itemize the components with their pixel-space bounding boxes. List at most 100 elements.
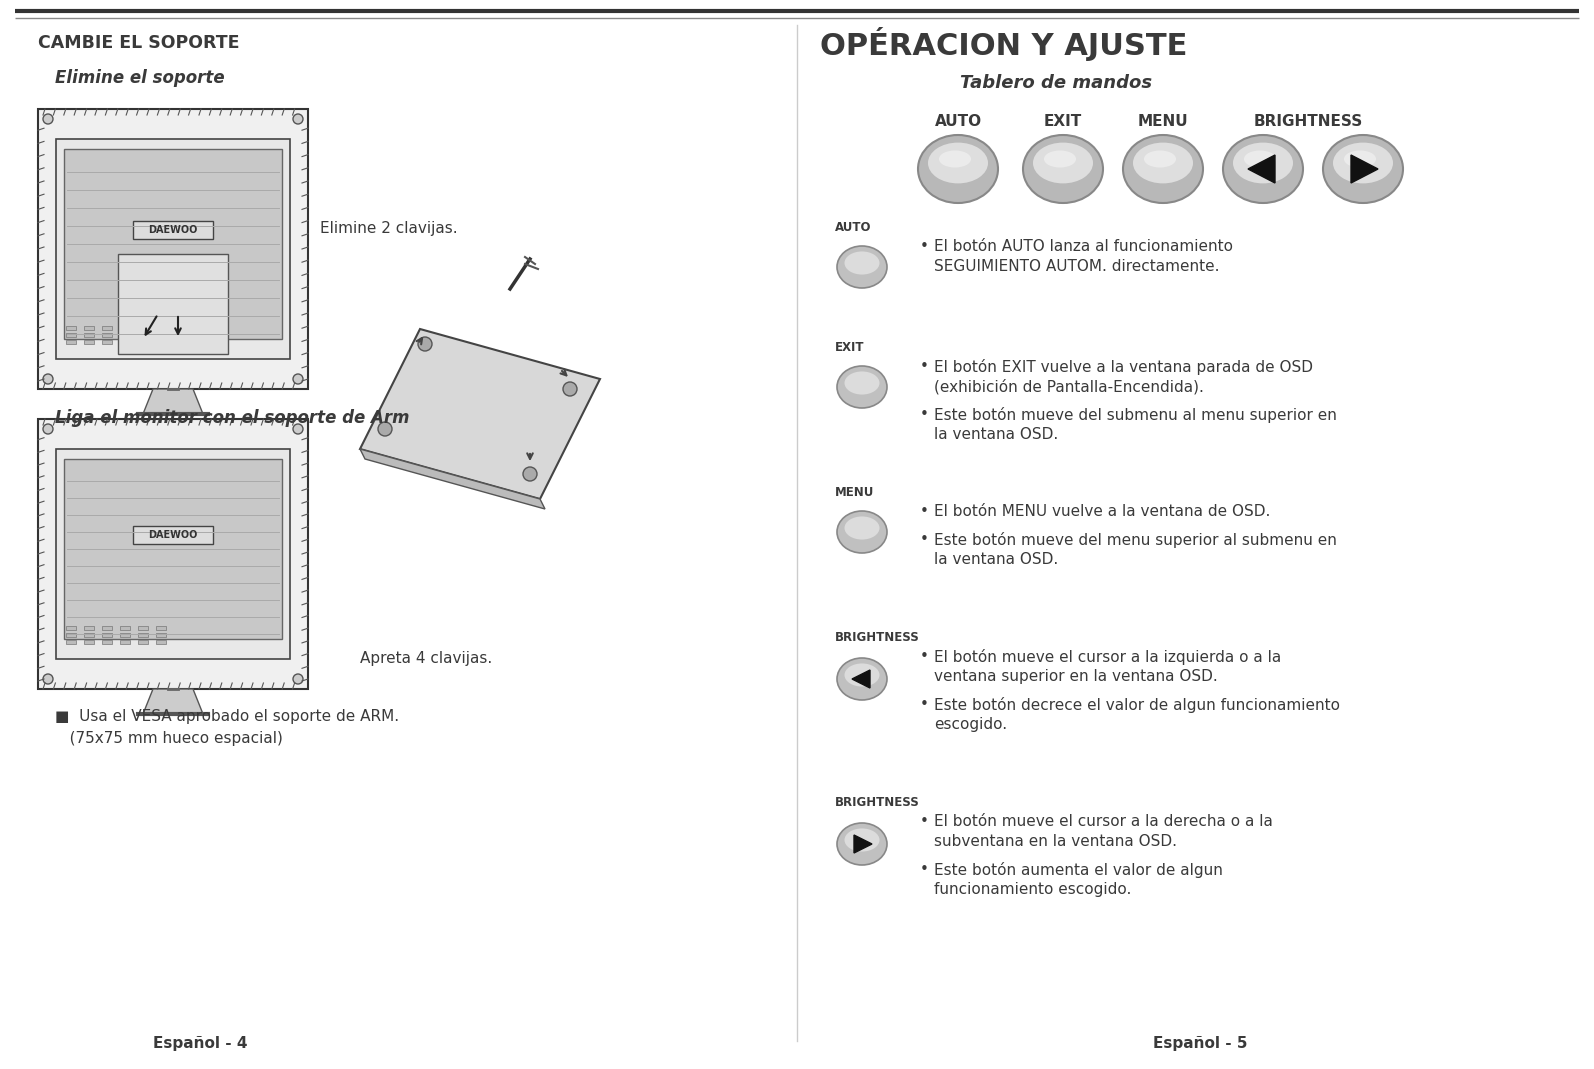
Circle shape [378, 422, 392, 436]
Ellipse shape [939, 151, 971, 168]
Text: AUTO: AUTO [934, 114, 982, 129]
Text: EXIT: EXIT [835, 341, 864, 354]
Text: Apreta 4 clavijas.: Apreta 4 clavijas. [360, 651, 493, 666]
Text: Este botón mueve del menu superior al submenu en: Este botón mueve del menu superior al su… [934, 532, 1337, 548]
Text: BRIGHTNESS: BRIGHTNESS [835, 631, 920, 644]
Bar [120, 640, 131, 644]
Text: •: • [920, 239, 929, 254]
Text: •: • [920, 814, 929, 828]
Bar [65, 626, 77, 630]
Bar [56, 139, 290, 359]
Bar [65, 633, 77, 637]
Text: El botón EXIT vuelve a la ventana parada de OSD: El botón EXIT vuelve a la ventana parada… [934, 359, 1313, 375]
Circle shape [43, 673, 53, 684]
Polygon shape [360, 329, 599, 499]
Polygon shape [360, 449, 545, 509]
Text: Liga el monitor con el soporte de Arm: Liga el monitor con el soporte de Arm [56, 409, 410, 427]
Ellipse shape [1333, 142, 1393, 184]
Circle shape [43, 424, 53, 434]
Bar [84, 334, 94, 337]
Text: Español - 4: Español - 4 [153, 1036, 247, 1051]
Bar [120, 626, 131, 630]
Bar [139, 640, 148, 644]
Bar [102, 640, 112, 644]
Bar [120, 340, 131, 344]
Circle shape [293, 673, 303, 684]
Text: MENU: MENU [835, 486, 875, 499]
Text: (exhibición de Pantalla-Encendida).: (exhibición de Pantalla-Encendida). [934, 379, 1203, 394]
Text: BRIGHTNESS: BRIGHTNESS [835, 796, 920, 809]
Text: El botón AUTO lanza al funcionamiento: El botón AUTO lanza al funcionamiento [934, 239, 1234, 254]
Ellipse shape [837, 511, 886, 553]
Text: El botón mueve el cursor a la izquierda o a la: El botón mueve el cursor a la izquierda … [934, 649, 1282, 665]
Bar [56, 449, 290, 659]
Text: OPÉRACION Y AJUSTE: OPÉRACION Y AJUSTE [819, 27, 1188, 61]
Ellipse shape [1223, 135, 1302, 203]
Ellipse shape [1044, 151, 1076, 168]
Text: CAMBIE EL SOPORTE: CAMBIE EL SOPORTE [38, 34, 239, 52]
Bar [84, 340, 94, 344]
Text: •: • [920, 862, 929, 877]
Bar [120, 334, 131, 337]
Text: funcionamiento escogido.: funcionamiento escogido. [934, 882, 1132, 897]
Text: (75x75 mm hueco espacial): (75x75 mm hueco espacial) [56, 731, 282, 746]
Ellipse shape [1133, 142, 1192, 184]
Text: subventana en la ventana OSD.: subventana en la ventana OSD. [934, 834, 1176, 849]
Bar [132, 221, 214, 239]
Bar [65, 326, 77, 330]
Bar [38, 419, 308, 690]
Bar [65, 640, 77, 644]
Text: •: • [920, 532, 929, 547]
Text: Elimine el soporte: Elimine el soporte [56, 69, 225, 87]
Ellipse shape [928, 142, 988, 184]
Ellipse shape [1323, 135, 1403, 203]
Bar [65, 334, 77, 337]
Ellipse shape [1124, 135, 1203, 203]
Bar [139, 334, 148, 337]
Text: la ventana OSD.: la ventana OSD. [934, 552, 1058, 567]
Bar [156, 640, 166, 644]
Ellipse shape [837, 246, 886, 288]
Polygon shape [143, 389, 202, 414]
Bar [102, 334, 112, 337]
Bar [139, 340, 148, 344]
Circle shape [43, 374, 53, 384]
Bar [102, 626, 112, 630]
Bar [139, 626, 148, 630]
Text: MENU: MENU [1138, 114, 1188, 129]
Text: El botón MENU vuelve a la ventana de OSD.: El botón MENU vuelve a la ventana de OSD… [934, 503, 1270, 520]
Text: DAEWOO: DAEWOO [148, 530, 198, 540]
Ellipse shape [837, 823, 886, 865]
Circle shape [293, 374, 303, 384]
Text: El botón mueve el cursor a la derecha o a la: El botón mueve el cursor a la derecha o … [934, 814, 1274, 828]
Text: Este botón mueve del submenu al menu superior en: Este botón mueve del submenu al menu sup… [934, 407, 1337, 423]
Text: SEGUIMIENTO AUTOM. directamente.: SEGUIMIENTO AUTOM. directamente. [934, 259, 1219, 274]
Polygon shape [143, 690, 202, 714]
Bar [156, 326, 166, 330]
Polygon shape [854, 835, 872, 853]
Bar [65, 340, 77, 344]
Bar [156, 334, 166, 337]
Text: EXIT: EXIT [1044, 114, 1082, 129]
Ellipse shape [918, 135, 998, 203]
Ellipse shape [845, 371, 880, 394]
Bar [156, 633, 166, 637]
Ellipse shape [845, 516, 880, 540]
Bar [139, 633, 148, 637]
Circle shape [418, 337, 432, 351]
Ellipse shape [845, 828, 880, 852]
Text: •: • [920, 697, 929, 712]
Ellipse shape [1344, 151, 1376, 168]
Bar [132, 526, 214, 544]
Text: Elimine 2 clavijas.: Elimine 2 clavijas. [320, 221, 457, 236]
Circle shape [43, 114, 53, 124]
Ellipse shape [845, 664, 880, 686]
Bar [84, 326, 94, 330]
Bar [118, 254, 228, 354]
Text: ■  Usa el VESA aprobado el soporte de ARM.: ■ Usa el VESA aprobado el soporte de ARM… [56, 709, 398, 724]
Ellipse shape [1243, 151, 1277, 168]
Bar [64, 149, 282, 339]
Bar [156, 340, 166, 344]
Text: •: • [920, 649, 929, 664]
Text: •: • [920, 359, 929, 374]
